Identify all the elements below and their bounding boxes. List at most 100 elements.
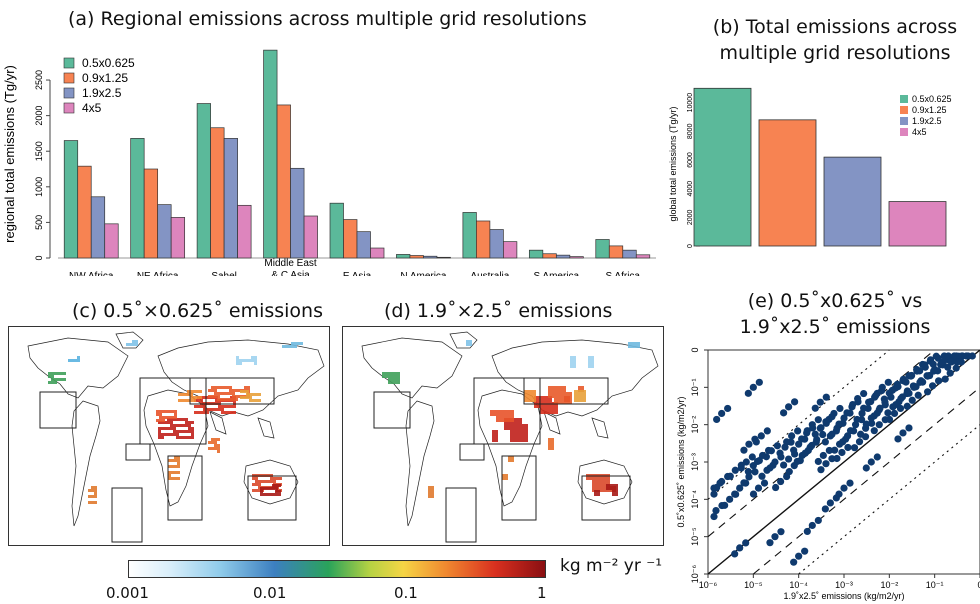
region-box-2: [189, 377, 275, 405]
emission-cell: [242, 359, 245, 362]
scatter-point: [840, 414, 848, 422]
emission-cell: [530, 390, 536, 396]
emission-cell: [214, 447, 217, 450]
legend-swatch-4x5: [900, 128, 908, 136]
emission-cell: [94, 495, 97, 498]
scatter-point: [718, 409, 726, 418]
emission-cell: [132, 343, 135, 346]
emission-cell: [176, 424, 179, 427]
x-tick-label: S Africa: [606, 271, 641, 276]
y-tick-label: 10⁻²: [690, 416, 700, 434]
emission-cell: [388, 378, 394, 384]
scatter-point: [870, 412, 878, 420]
emission-cell: [159, 416, 162, 419]
emission-cell: [285, 345, 288, 348]
legend-swatch-1.9x2.5: [900, 117, 908, 125]
scatter-point: [862, 464, 870, 472]
global-emissions-bar-chart: 0 2000 4000 6000 8000 10000 global total emiss…: [668, 87, 952, 248]
emission-cell: [57, 378, 60, 381]
region-box-5: [247, 475, 297, 521]
emission-cell: [168, 474, 171, 477]
emission-cell: [223, 398, 226, 401]
emission-cell: [214, 438, 217, 441]
emission-cell: [188, 427, 191, 430]
scatter-point: [731, 490, 739, 498]
emission-cell: [165, 410, 168, 413]
scatter-point: [795, 552, 803, 560]
x-tick-label: E Asia: [343, 271, 372, 276]
emission-cell: [273, 480, 276, 483]
scatter-point: [814, 416, 822, 424]
emission-cell: [174, 413, 177, 416]
emission-cell: [167, 418, 170, 421]
emission-cell: [496, 410, 502, 416]
scatter-point: [870, 427, 878, 435]
scatter-point: [923, 388, 932, 396]
emission-cell: [214, 444, 217, 447]
scatter-point: [749, 490, 758, 498]
region-box-4: [167, 455, 203, 521]
legend-label: 4x5: [912, 127, 927, 137]
bar-0.5x0.625: [528, 249, 544, 259]
emission-cell: [263, 493, 266, 496]
emission-cell: [243, 390, 246, 393]
emission-cell: [178, 393, 181, 396]
emission-cell: [269, 493, 272, 496]
y-tick-label: 10000: [687, 93, 694, 113]
emission-cell: [184, 399, 187, 402]
y-tick-label: 10⁻¹: [690, 378, 700, 396]
emission-cell: [490, 410, 496, 416]
emission-cell: [179, 424, 182, 427]
emission-cell: [57, 372, 60, 375]
emission-cell: [516, 424, 522, 430]
emission-cell: [191, 433, 194, 436]
emission-cell: [258, 483, 261, 486]
emission-cell: [628, 342, 634, 348]
emission-cell: [177, 465, 180, 468]
scatter-point: [760, 479, 769, 487]
scatter-point: [713, 415, 721, 424]
panel-b-title-line1: (b) Total emissions across: [712, 16, 958, 38]
emission-cell: [193, 399, 196, 402]
emission-cell: [211, 441, 214, 444]
region-box-4: [501, 455, 537, 521]
scatter-point: [817, 424, 825, 432]
emission-cell: [91, 501, 94, 504]
scatter-point: [934, 377, 943, 385]
emission-cell: [249, 393, 252, 396]
emission-cell: [246, 396, 249, 399]
legend-swatch-0.5x0.625: [900, 95, 908, 103]
emission-cell: [168, 465, 171, 468]
emission-cell: [270, 477, 273, 480]
emission-cell: [218, 405, 221, 408]
region-box-2: [523, 377, 609, 405]
emission-cell: [197, 399, 200, 402]
bar-0.9x1.25: [608, 245, 624, 259]
emission-cell: [276, 477, 279, 480]
emission-cell: [208, 389, 211, 392]
scatter-point: [785, 468, 793, 476]
bar-0.9x1.25: [542, 253, 557, 259]
emission-cell: [162, 410, 165, 413]
emission-cell: [217, 398, 220, 401]
emission-cell: [251, 359, 254, 362]
map-low-resolution: [342, 326, 664, 546]
scatter-point: [757, 432, 765, 440]
emission-cell: [188, 430, 191, 433]
scatter-point: [860, 404, 868, 412]
emission-cell: [88, 489, 91, 492]
scatter-point: [846, 427, 855, 435]
bar-4x5: [888, 201, 947, 247]
emission-cell: [173, 427, 176, 430]
scatter-point: [899, 429, 907, 437]
emission-cell: [279, 477, 282, 480]
bar-1.9x2.5: [555, 254, 571, 259]
emission-cell: [159, 410, 162, 413]
emission-cell: [191, 427, 194, 430]
emission-cell: [278, 493, 281, 496]
emission-cell: [181, 393, 184, 396]
scatter-point: [843, 432, 852, 440]
emission-cell: [492, 430, 498, 436]
emission-cell: [162, 416, 165, 419]
emission-cell: [229, 398, 232, 401]
